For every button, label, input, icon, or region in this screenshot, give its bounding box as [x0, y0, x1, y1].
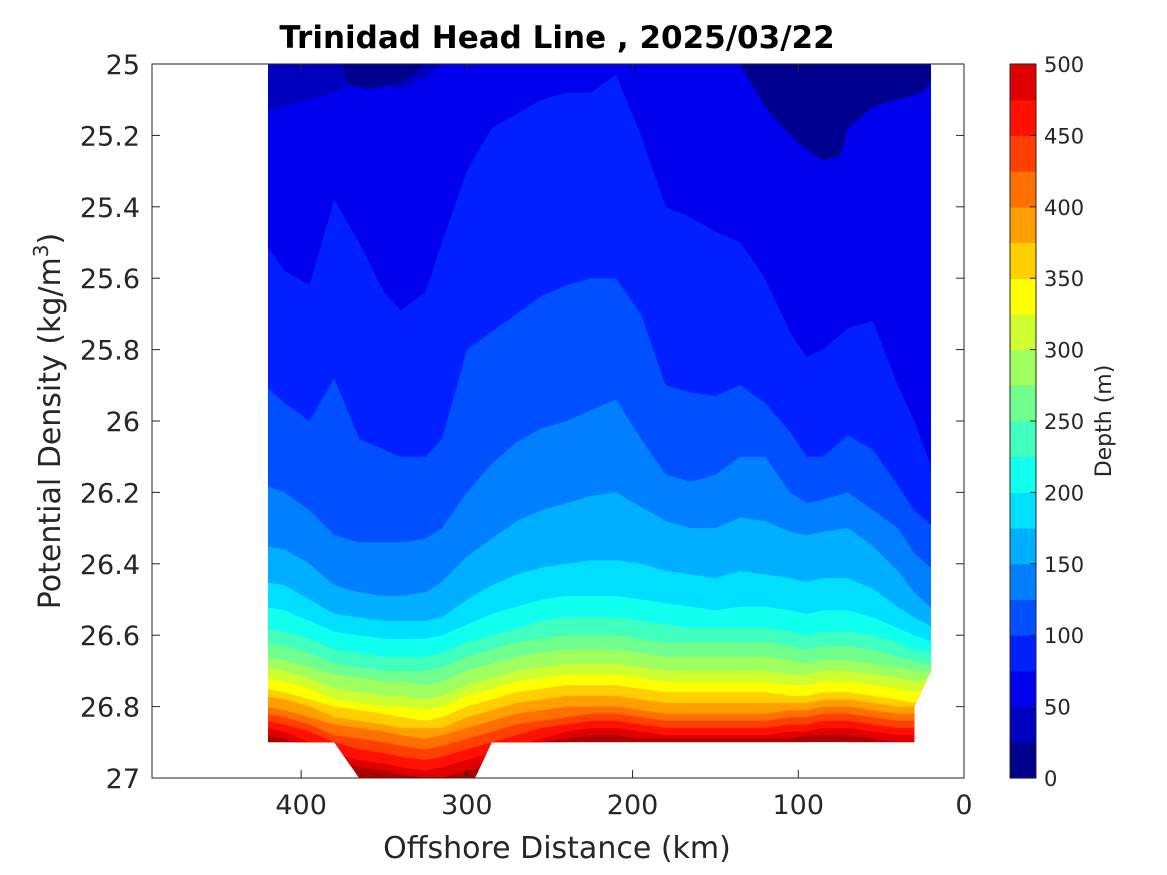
- contour-shallow-lobe-2: [740, 64, 931, 161]
- colorbar-swatch: [1010, 385, 1036, 422]
- colorbar-tick-label: 400: [1044, 196, 1084, 220]
- colorbar-swatch: [1010, 99, 1036, 136]
- colorbar-tick-label: 150: [1044, 553, 1084, 577]
- colorbar-swatch: [1010, 349, 1036, 386]
- y-tick-label: 25.2: [80, 121, 140, 152]
- y-tick-label: 27: [106, 764, 140, 795]
- y-tick-label: 25: [106, 50, 140, 81]
- colorbar-swatch: [1010, 563, 1036, 601]
- colorbar-swatch: [1010, 313, 1036, 351]
- x-tick-label: 400: [275, 790, 327, 821]
- colorbar-swatch: [1010, 171, 1036, 208]
- x-tick-label: 300: [441, 790, 493, 821]
- colorbar-tick-label: 50: [1044, 696, 1071, 720]
- colorbar-swatch: [1010, 278, 1036, 315]
- colorbar-tick-label: 0: [1044, 767, 1057, 791]
- contour-band-2: [268, 64, 931, 475]
- colorbar-swatch: [1010, 135, 1036, 172]
- colorbar-tick-label: 300: [1044, 339, 1084, 363]
- colorbar-swatch: [1010, 528, 1036, 565]
- colorbar-tick-label: 100: [1044, 624, 1084, 648]
- x-tick-label: 200: [607, 790, 659, 821]
- colorbar-swatch: [1010, 492, 1036, 529]
- colorbar-swatch: [1010, 456, 1036, 493]
- colorbar-swatch: [1010, 635, 1036, 672]
- colorbar-tick-label: 250: [1044, 410, 1084, 434]
- y-tick-label: 26.4: [80, 550, 140, 581]
- colorbar-swatch: [1010, 206, 1036, 244]
- y-tick-label: 25.4: [80, 193, 140, 224]
- colorbar-swatch: [1010, 670, 1036, 708]
- y-axis-label-superscript: 3: [29, 244, 53, 257]
- y-axis-label-end: ): [33, 233, 68, 245]
- colorbar-swatch: [1010, 742, 1036, 779]
- contour-shallow-lobe-1: [342, 64, 426, 89]
- colorbar-swatch: [1010, 242, 1036, 279]
- x-axis-label: Offshore Distance (km): [383, 831, 731, 866]
- y-tick-label: 26.6: [80, 621, 140, 652]
- y-axis-label: Potential Density (kg/m3): [29, 233, 68, 609]
- colorbar-tick-label: 450: [1044, 124, 1084, 148]
- colorbar-swatch: [1010, 421, 1036, 458]
- colorbar-tick-label: 350: [1044, 267, 1084, 291]
- contour-band-1: [268, 64, 931, 111]
- colorbar-label: Depth (m): [1092, 365, 1117, 478]
- colorbar-ticks: 0 50 100 150 200 250 300 350 400 450 500: [1030, 53, 1084, 791]
- colorbar-tick-label: 500: [1044, 53, 1084, 77]
- colorbar-swatch: [1010, 706, 1036, 743]
- x-axis: 400 300 200 100 0: [275, 64, 973, 821]
- y-tick-label: 25.6: [80, 264, 140, 295]
- colorbar: [1010, 63, 1036, 779]
- x-tick-label: 100: [773, 790, 825, 821]
- contour-fill-layer: [268, 64, 931, 778]
- y-axis-label-main: Potential Density (kg/m: [33, 257, 68, 609]
- y-tick-label: 26.8: [80, 693, 140, 724]
- colorbar-swatch: [1010, 599, 1036, 636]
- y-tick-label: 26: [106, 407, 140, 438]
- y-tick-label: 26.2: [80, 478, 140, 509]
- colorbar-tick-label: 200: [1044, 481, 1084, 505]
- colorbar-swatch: [1010, 64, 1036, 101]
- y-axis: 25 25.2 25.4 25.6 25.8 26 26.2 26.4 26.6 26.8 27: [80, 50, 964, 795]
- x-tick-label: 0: [955, 790, 972, 821]
- contour-bands: [268, 64, 931, 778]
- y-tick-label: 25.8: [80, 336, 140, 367]
- chart-title: Trinidad Head Line , 2025/03/22: [279, 20, 834, 56]
